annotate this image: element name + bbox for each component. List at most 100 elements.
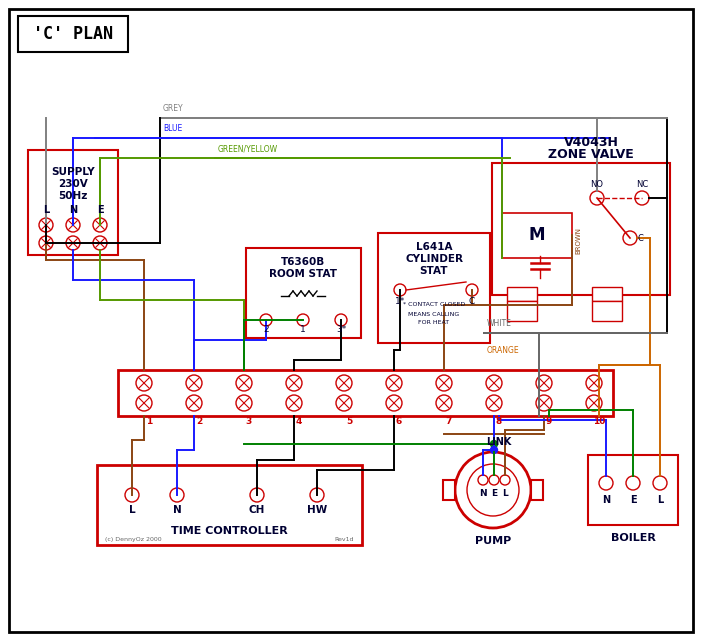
Text: TIME CONTROLLER: TIME CONTROLLER xyxy=(171,526,287,536)
Bar xyxy=(507,301,537,321)
Bar xyxy=(592,301,622,321)
Text: 'C' PLAN: 'C' PLAN xyxy=(33,25,113,43)
Circle shape xyxy=(491,440,498,447)
Circle shape xyxy=(436,375,452,391)
Text: 3: 3 xyxy=(246,417,252,426)
Circle shape xyxy=(297,314,309,326)
Text: CH: CH xyxy=(249,505,265,515)
Circle shape xyxy=(93,218,107,232)
Text: M: M xyxy=(529,226,545,244)
Circle shape xyxy=(466,284,478,296)
Circle shape xyxy=(250,488,264,502)
Text: HW: HW xyxy=(307,505,327,515)
Circle shape xyxy=(286,395,302,411)
Circle shape xyxy=(310,488,324,502)
Text: C: C xyxy=(469,297,475,306)
Bar xyxy=(246,248,361,338)
Text: GREY: GREY xyxy=(163,104,184,113)
Circle shape xyxy=(236,395,252,411)
Circle shape xyxy=(623,231,637,245)
Text: 50Hz: 50Hz xyxy=(58,191,88,201)
Bar xyxy=(97,465,362,545)
Circle shape xyxy=(260,314,272,326)
Text: L641A: L641A xyxy=(416,242,452,252)
Circle shape xyxy=(489,475,499,485)
Circle shape xyxy=(467,464,519,516)
Text: T6360B: T6360B xyxy=(281,257,325,267)
Text: ZONE VALVE: ZONE VALVE xyxy=(548,149,634,162)
Text: NC: NC xyxy=(636,180,648,189)
Circle shape xyxy=(170,488,184,502)
Circle shape xyxy=(336,395,352,411)
Text: 230V: 230V xyxy=(58,179,88,189)
Circle shape xyxy=(136,395,152,411)
Bar xyxy=(492,163,670,295)
Circle shape xyxy=(394,284,406,296)
Text: N: N xyxy=(479,490,486,499)
Text: BOILER: BOILER xyxy=(611,533,656,543)
Text: FOR HEAT: FOR HEAT xyxy=(418,320,449,326)
Circle shape xyxy=(586,375,602,391)
Text: ORANGE: ORANGE xyxy=(487,346,519,355)
Text: LINK: LINK xyxy=(486,437,512,447)
Text: C: C xyxy=(637,234,643,243)
Text: L: L xyxy=(43,205,49,215)
Circle shape xyxy=(136,375,152,391)
Text: 1: 1 xyxy=(300,326,306,335)
Circle shape xyxy=(335,314,347,326)
Circle shape xyxy=(93,236,107,250)
Text: 9: 9 xyxy=(546,417,552,426)
Circle shape xyxy=(486,375,502,391)
Circle shape xyxy=(39,236,53,250)
Circle shape xyxy=(486,395,502,411)
Text: 3*: 3* xyxy=(336,326,346,335)
Circle shape xyxy=(590,191,604,205)
Text: 4: 4 xyxy=(296,417,302,426)
Text: WHITE: WHITE xyxy=(487,319,512,328)
Circle shape xyxy=(586,395,602,411)
Text: ROOM STAT: ROOM STAT xyxy=(269,269,337,279)
Text: 5: 5 xyxy=(346,417,352,426)
Text: MEANS CALLING: MEANS CALLING xyxy=(409,312,460,317)
Circle shape xyxy=(500,475,510,485)
Bar xyxy=(502,213,572,258)
Bar xyxy=(531,480,543,500)
Circle shape xyxy=(653,476,667,490)
Text: * CONTACT CLOSED: * CONTACT CLOSED xyxy=(403,303,465,308)
Text: V4043H: V4043H xyxy=(564,137,618,149)
Circle shape xyxy=(386,375,402,391)
Text: GREEN/YELLOW: GREEN/YELLOW xyxy=(218,144,278,153)
Text: L: L xyxy=(657,495,663,505)
Text: L: L xyxy=(128,505,135,515)
Text: E: E xyxy=(630,495,636,505)
Text: PUMP: PUMP xyxy=(475,536,511,546)
Circle shape xyxy=(436,395,452,411)
Text: STAT: STAT xyxy=(420,266,449,276)
Circle shape xyxy=(386,395,402,411)
Bar xyxy=(507,287,537,301)
Circle shape xyxy=(66,236,80,250)
Circle shape xyxy=(125,488,139,502)
Text: N: N xyxy=(69,205,77,215)
Text: (c) DennyOz 2000: (c) DennyOz 2000 xyxy=(105,537,161,542)
Text: 6: 6 xyxy=(396,417,402,426)
Text: CYLINDER: CYLINDER xyxy=(405,254,463,264)
Circle shape xyxy=(635,191,649,205)
Bar xyxy=(118,370,613,416)
Text: 8: 8 xyxy=(496,417,502,426)
Bar xyxy=(378,233,490,343)
Text: 1*: 1* xyxy=(395,297,405,306)
Text: L: L xyxy=(502,490,508,499)
Circle shape xyxy=(286,375,302,391)
Text: E: E xyxy=(97,205,103,215)
Text: 2: 2 xyxy=(263,326,269,335)
Circle shape xyxy=(478,475,488,485)
Circle shape xyxy=(186,395,202,411)
Text: 1: 1 xyxy=(146,417,152,426)
Circle shape xyxy=(186,375,202,391)
Text: 7: 7 xyxy=(446,417,452,426)
Circle shape xyxy=(455,452,531,528)
Text: N: N xyxy=(173,505,181,515)
Bar xyxy=(443,480,455,500)
Text: BROWN: BROWN xyxy=(575,226,581,253)
